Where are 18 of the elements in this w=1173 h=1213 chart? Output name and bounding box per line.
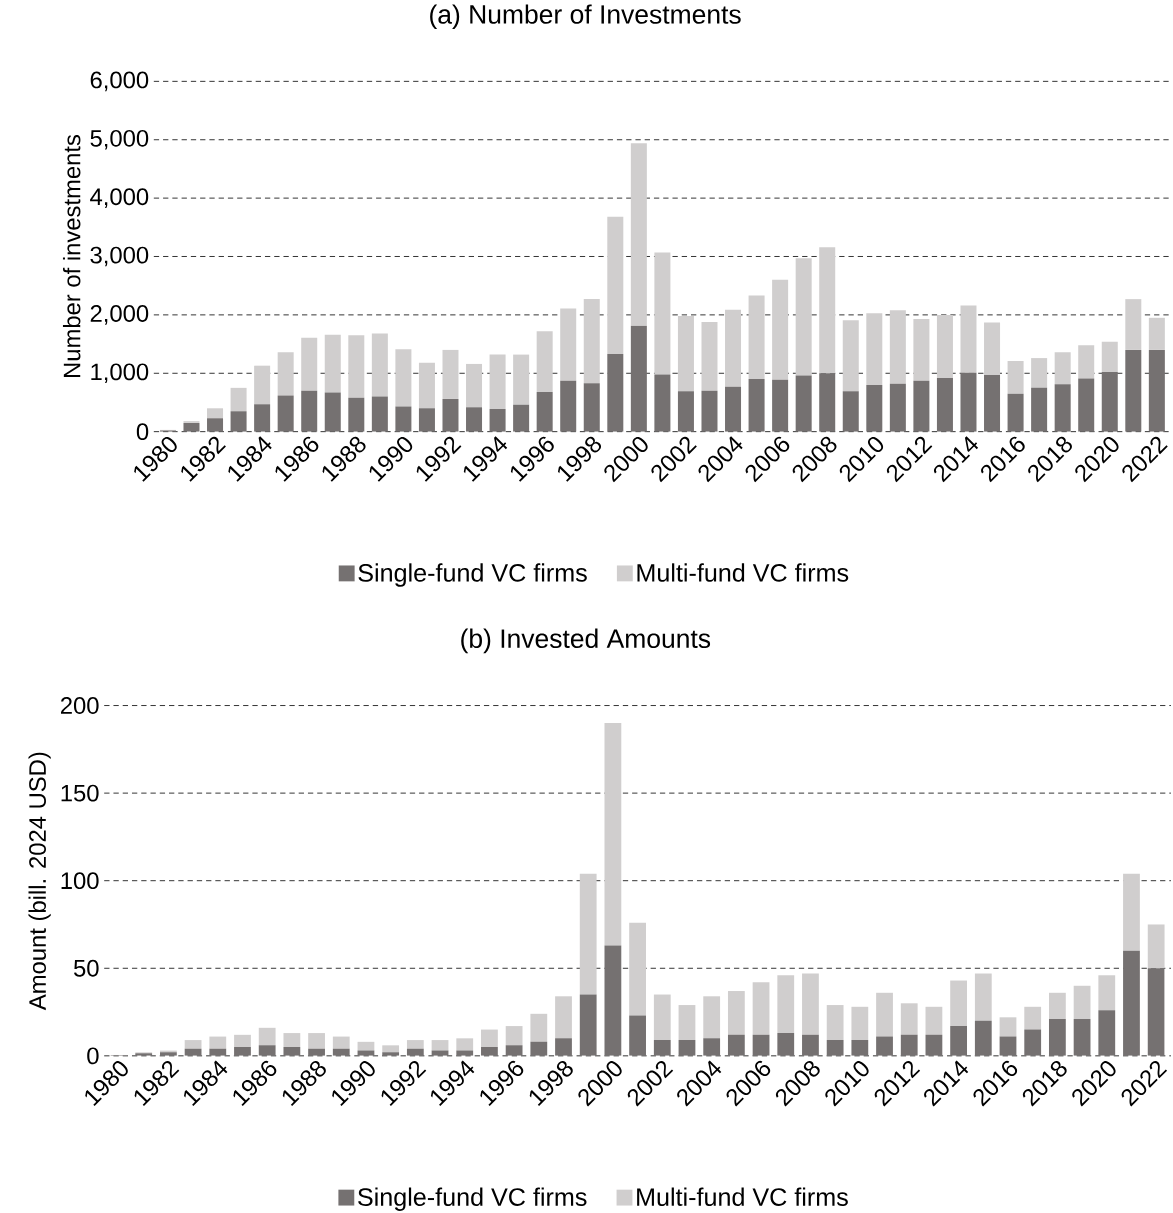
legend-label: Multi-fund VC firms: [637, 1187, 848, 1206]
y-tick-label: 1,000: [91, 363, 149, 384]
y-tick-label: 2,000: [90, 305, 149, 325]
legend-label: Multi-fund VC firms: [637, 563, 849, 582]
chart-title: (b) Invested Amounts: [461, 628, 711, 654]
legend-label: Single-fund VC firms: [358, 1187, 587, 1211]
y-tick-label: 150: [61, 784, 99, 802]
y-tick-label: 100: [61, 872, 99, 890]
y-tick-label: 50: [74, 959, 99, 977]
y-axis-title: Amount (bill. 2024 USD): [28, 752, 51, 1011]
chart-title: (a) Number of Investments: [430, 4, 741, 30]
y-tick-label: 5,000: [90, 129, 149, 150]
y-tick-label: 6,000: [90, 71, 149, 92]
y-tick-label: 200: [61, 697, 99, 714]
y-tick-label: 4,000: [90, 188, 149, 208]
y-tick-label: 3,000: [90, 246, 149, 267]
legend-label: Single-fund VC firms: [358, 563, 587, 587]
y-axis-title: Number of investments: [62, 134, 81, 377]
